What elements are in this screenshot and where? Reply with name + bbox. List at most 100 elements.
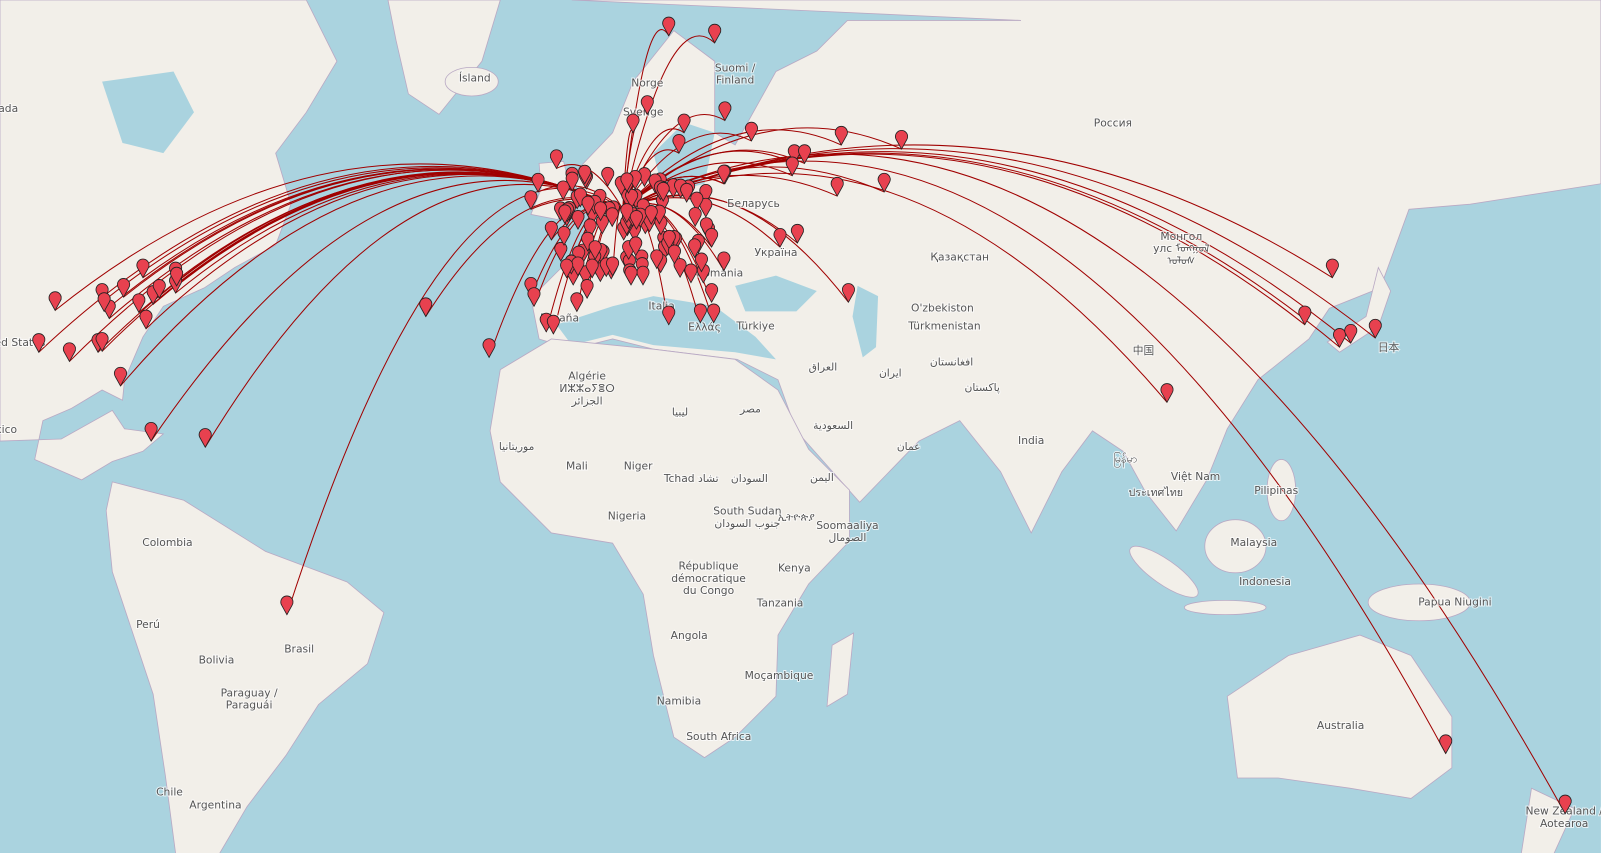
place-label: Angola	[671, 629, 708, 642]
marker	[705, 283, 719, 304]
place-label: مصر	[739, 402, 761, 415]
place-label: ada	[0, 102, 18, 115]
place-label: جنوب السودان	[714, 517, 780, 530]
north-america	[0, 0, 338, 481]
marker	[677, 113, 691, 134]
marker	[693, 303, 707, 324]
marker	[699, 184, 713, 204]
marker	[662, 16, 676, 37]
place-label: الجزائر	[571, 394, 603, 407]
place-label: ⵍⵣⵣⴰⵢⴻⵔ	[559, 382, 614, 395]
marker	[571, 210, 585, 230]
place-label: Қазақстан	[930, 250, 989, 263]
marker	[578, 164, 592, 185]
marker	[672, 134, 686, 154]
marker	[1558, 794, 1572, 815]
marker	[558, 204, 572, 225]
marker	[717, 251, 731, 272]
place-label: 日本	[1378, 341, 1400, 354]
marker	[585, 258, 599, 279]
marker	[524, 190, 538, 211]
marker	[583, 218, 597, 239]
caspian	[852, 285, 879, 358]
marker	[656, 181, 670, 202]
place-label: اليمن	[810, 471, 834, 484]
place-label: Colombia	[142, 536, 192, 549]
marker	[662, 230, 676, 250]
marker	[834, 125, 848, 146]
place-label: Moçambique	[745, 669, 814, 682]
route	[622, 35, 716, 210]
marker	[546, 314, 560, 335]
place-label: Algérie	[568, 370, 606, 383]
marker	[524, 277, 538, 297]
mediterranean	[556, 296, 776, 360]
place-label: Bolivia	[199, 654, 235, 667]
marker	[95, 332, 109, 353]
marker	[699, 217, 713, 238]
place-label: ประเทศไทย	[1128, 486, 1183, 499]
marker	[419, 297, 433, 318]
marker	[565, 171, 579, 192]
place-label: Suomi /	[715, 61, 756, 74]
place-label: Argentina	[189, 799, 241, 812]
marker	[690, 191, 704, 212]
marker	[680, 182, 694, 203]
place-label: ایران	[879, 367, 902, 380]
place-label: démocratique	[671, 572, 746, 585]
sumatra	[1129, 545, 1199, 598]
marker	[62, 342, 76, 363]
marker	[620, 172, 634, 193]
place-label: Kenya	[778, 562, 811, 575]
marker	[841, 283, 855, 304]
marker	[640, 95, 654, 116]
place-label: Paraguái	[226, 699, 273, 712]
borneo	[1204, 519, 1267, 574]
marker	[790, 223, 804, 244]
marker	[717, 164, 731, 185]
marker	[113, 366, 127, 387]
marker	[662, 305, 676, 326]
place-label: الصومال	[828, 531, 866, 544]
marker	[531, 172, 545, 193]
marker	[573, 187, 587, 208]
marker	[798, 144, 812, 165]
marker	[556, 180, 570, 201]
route	[622, 153, 1566, 814]
marker	[684, 263, 698, 284]
place-label: افغانستان	[930, 355, 973, 368]
place-label: Chile	[156, 785, 183, 798]
marker	[139, 309, 153, 330]
japan	[1326, 266, 1392, 353]
marker	[629, 236, 643, 257]
marker	[877, 172, 891, 193]
marker	[48, 291, 62, 312]
marker	[527, 287, 541, 308]
marker	[1368, 318, 1382, 339]
marker	[580, 279, 594, 299]
south-america	[105, 481, 385, 853]
markers	[32, 16, 1572, 815]
marker	[581, 231, 595, 252]
place-label: Perú	[136, 618, 160, 631]
place-label: Türkiye	[735, 320, 775, 333]
marker	[544, 220, 558, 241]
place-label: Беларусь	[727, 197, 780, 210]
place-label: ليبيا	[672, 405, 688, 418]
route	[622, 149, 805, 210]
place-label: پاکستان	[965, 381, 1000, 394]
route	[622, 161, 793, 210]
marker	[170, 266, 184, 287]
marker	[572, 245, 586, 266]
place-label: xico	[0, 423, 17, 436]
place-label: Україна	[754, 246, 797, 259]
place-label: O'zbekiston	[911, 301, 974, 314]
marker	[132, 293, 146, 314]
place-label: မြန်မာ	[1113, 451, 1137, 467]
route	[622, 160, 1447, 754]
place-label: Россия	[1094, 117, 1132, 130]
place-label: Indonesia	[1239, 575, 1291, 588]
route	[622, 172, 1168, 403]
place-label: Papua Niugini	[1418, 595, 1491, 608]
